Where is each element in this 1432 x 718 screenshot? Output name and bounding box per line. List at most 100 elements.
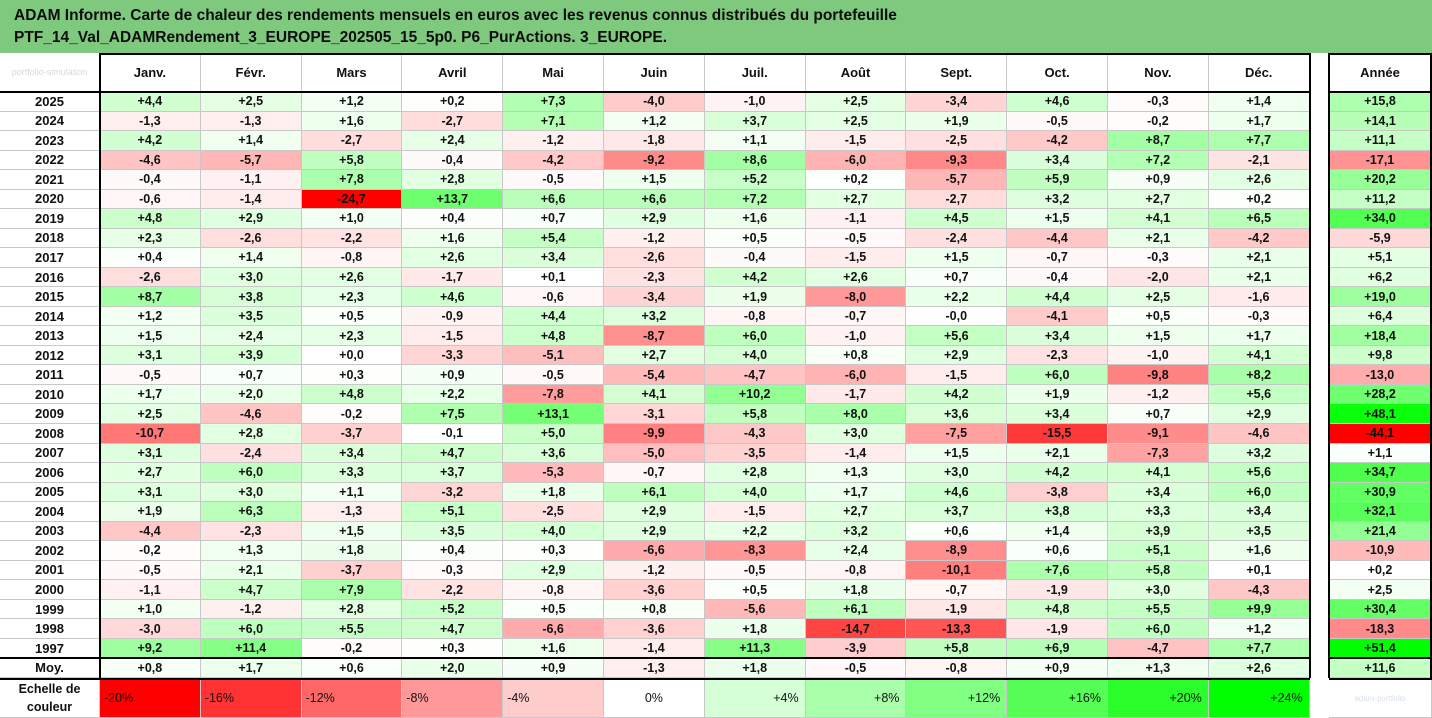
heatmap-cell: +3,2 (1007, 189, 1108, 210)
heatmap-cell: -0,3 (1208, 306, 1310, 327)
heatmap-cell: -4,6 (200, 404, 302, 424)
heatmap-cell: +1,4 (200, 248, 302, 268)
heatmap-cell: +2,1 (200, 560, 302, 581)
heatmap-cell: -0,9 (402, 306, 504, 327)
heatmap-cell: -2,1 (1208, 150, 1310, 171)
heatmap-cell: -0,3 (1108, 248, 1209, 268)
heatmap-cell: -2,3 (1007, 345, 1108, 366)
month-header: Mars (301, 53, 403, 92)
average-cell: +0,8 (100, 658, 201, 678)
heatmap-cell: -1,6 (1208, 287, 1310, 307)
average-label: Moy. (0, 658, 100, 678)
heatmap-cell: -0,4 (100, 170, 201, 190)
month-header: Nov. (1108, 53, 1209, 92)
heatmap-cell: -3,9 (805, 638, 907, 659)
heatmap-cell: -1,2 (200, 599, 302, 620)
heatmap-cell: +1,7 (1208, 111, 1310, 132)
heatmap-cell: +3,8 (1007, 502, 1108, 522)
heatmap-cell: -2,6 (100, 267, 201, 288)
heatmap-cell: +1,6 (503, 638, 604, 659)
report-title: ADAM Informe. Carte de chaleur des rende… (0, 0, 1432, 53)
heatmap-cell: +2,1 (1208, 267, 1310, 288)
heatmap-cell: +3,4 (1007, 150, 1108, 171)
heatmap-cell: +1,8 (503, 482, 604, 503)
average-cell: +1,3 (1108, 658, 1209, 678)
heatmap-cell: +6,6 (604, 189, 705, 210)
heatmap-cell: -4,3 (1208, 580, 1310, 600)
heatmap-cell: -3,4 (604, 287, 705, 307)
heatmap-cell: -4,6 (1208, 424, 1310, 444)
heatmap-cell: -9,3 (906, 150, 1008, 171)
heatmap-cell: -0,4 (402, 150, 504, 171)
year-total-cell: +9,8 (1329, 345, 1432, 366)
year-label: 1997 (0, 638, 100, 659)
heatmap-cell: +0,5 (301, 306, 403, 327)
heatmap-cell: -7,3 (1108, 443, 1209, 464)
year-total-cell: +48,1 (1329, 404, 1432, 424)
heatmap-cell: +4,2 (906, 384, 1008, 405)
heatmap-cell: +3,2 (1208, 443, 1310, 464)
heatmap-cell: -0,7 (805, 306, 907, 327)
heatmap-cell: -4,2 (1208, 228, 1310, 249)
year-label: 2006 (0, 463, 100, 483)
year-label: 2003 (0, 521, 100, 542)
heatmap-cell: -3,1 (604, 404, 705, 424)
year-label: 2020 (0, 189, 100, 210)
heatmap-cell: -1,3 (100, 111, 201, 132)
heatmap-cell: -6,0 (805, 365, 907, 385)
heatmap-cell: -2,4 (200, 443, 302, 464)
year-label: 2013 (0, 326, 100, 346)
year-label: 2002 (0, 541, 100, 561)
heatmap-cell: -15,5 (1007, 424, 1108, 444)
heatmap-cell: -0,6 (100, 189, 201, 210)
heatmap-cell: +1,5 (301, 521, 403, 542)
heatmap-cell: -4,4 (100, 521, 201, 542)
heatmap-cell: -1,1 (200, 170, 302, 190)
heatmap-cell: +4,6 (1007, 92, 1108, 112)
heatmap-cell: -8,7 (604, 326, 705, 346)
heatmap-cell: +3,7 (906, 502, 1008, 522)
heatmap-cell: +3,4 (1108, 482, 1209, 503)
heatmap-cell: -0,0 (906, 306, 1008, 327)
heatmap-cell: +3,9 (200, 345, 302, 366)
heatmap-cell: +2,9 (604, 502, 705, 522)
heatmap-cell: -1,2 (1108, 384, 1209, 405)
heatmap-cell: +4,1 (1208, 345, 1310, 366)
year-total-cell: -18,3 (1329, 619, 1432, 639)
average-cell: -0,8 (906, 658, 1008, 678)
heatmap-cell: -0,8 (805, 560, 907, 581)
heatmap-cell: -0,5 (100, 560, 201, 581)
heatmap-cell: +11,3 (704, 638, 806, 659)
heatmap-cell: +1,6 (301, 111, 403, 132)
heatmap-cell: +1,6 (704, 209, 806, 229)
heatmap-cell: +3,3 (301, 463, 403, 483)
heatmap-cell: +4,1 (1108, 463, 1209, 483)
month-header: Avril (402, 53, 504, 92)
heatmap-cell: -2,5 (906, 131, 1008, 151)
heatmap-cell: -0,5 (704, 560, 806, 581)
year-total-cell: +34,7 (1329, 463, 1432, 483)
heatmap-cell: +0,8 (604, 599, 705, 620)
average-cell: +1,7 (200, 658, 302, 678)
heatmap-cell: +7,7 (1208, 638, 1310, 659)
heatmap-cell: +0,2 (402, 92, 504, 112)
heatmap-cell: -24,7 (301, 189, 403, 210)
heatmap-cell: +1,5 (1108, 326, 1209, 346)
month-header: Janv. (100, 53, 201, 92)
heatmap-cell: +1,2 (100, 306, 201, 327)
heatmap-cell: -2,3 (200, 521, 302, 542)
heatmap-cell: +4,2 (100, 131, 201, 151)
heatmap-cell: -1,4 (200, 189, 302, 210)
color-scale-step: +16% (1007, 679, 1108, 718)
heatmap-cell: +4,8 (100, 209, 201, 229)
heatmap-cell: +5,8 (1108, 560, 1209, 581)
year-label: 2004 (0, 502, 100, 522)
year-label: 2025 (0, 92, 100, 112)
year-label: 1998 (0, 619, 100, 639)
heatmap-cell: +6,6 (503, 189, 604, 210)
month-header: Juin (604, 53, 705, 92)
year-total-cell: +6,2 (1329, 267, 1432, 288)
year-total-cell: +32,1 (1329, 502, 1432, 522)
heatmap-cell: -0,5 (805, 228, 907, 249)
heatmap-cell: +4,4 (1007, 287, 1108, 307)
